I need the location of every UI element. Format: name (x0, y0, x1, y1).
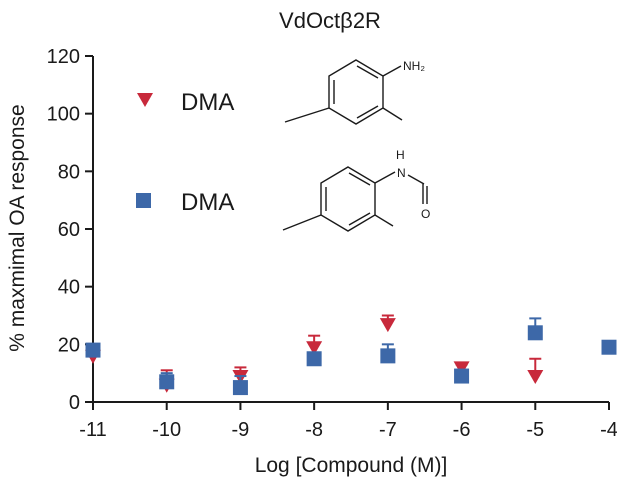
data-point-triangle (453, 361, 470, 376)
x-tick-label: -6 (453, 419, 471, 441)
y-tick-label: 100 (47, 104, 80, 126)
structure-formamidine: H N O (282, 148, 430, 232)
x-tick-label: -9 (232, 419, 250, 441)
amide-o-label: O (421, 207, 430, 221)
amide-ring-double-1 (348, 172, 371, 186)
amine-ring (328, 59, 384, 125)
amide-bond-methyl-para (282, 214, 322, 231)
legend-item-square: DMA (136, 189, 234, 216)
structure-dimethylaniline: NH₂ (284, 59, 425, 125)
y-tick-label: 0 (69, 392, 80, 414)
x-tick-label: -10 (152, 419, 181, 441)
series-square (85, 317, 617, 396)
x-tick-label: -4 (600, 419, 617, 441)
data-point-triangle (379, 318, 396, 333)
legend-item-triangle: DMA (137, 89, 234, 116)
data-point-square (306, 351, 322, 367)
x-tick-label: -5 (526, 419, 544, 441)
amide-n-label: N (397, 166, 406, 180)
amine-ring-double-2 (356, 105, 379, 119)
y-tick-label: 80 (58, 161, 80, 183)
legend: DMA DMA (136, 89, 234, 216)
amide-ring-double-2 (348, 212, 371, 226)
amide-bond-methyl-ortho (374, 214, 394, 227)
legend-label-square: DMA (181, 189, 234, 216)
amine-bond-methyl-para (284, 107, 330, 123)
y-tick-label: 120 (47, 46, 80, 68)
data-point-square (454, 368, 470, 384)
amine-bond-methyl-ortho (382, 107, 403, 121)
legend-marker-triangle (137, 93, 153, 107)
chart-title: VdOctβ2R (279, 8, 381, 33)
data-point-square (527, 325, 543, 341)
y-axis-title: % maxmimal OA response (6, 104, 29, 351)
x-axis-title: Log [Compound (M)] (255, 454, 448, 477)
amine-bond-n (382, 65, 402, 77)
amide-h-label: H (396, 148, 405, 162)
legend-marker-square (136, 193, 151, 208)
x-tick-label: -8 (305, 419, 323, 441)
data-point-square (380, 348, 396, 364)
x-tick-label: -11 (79, 419, 106, 441)
data-point-square (85, 342, 101, 358)
y-tick-label: 40 (58, 277, 80, 299)
data-point-triangle (527, 370, 544, 385)
legend-label-triangle: DMA (181, 89, 234, 116)
amide-bond-n (374, 171, 396, 184)
amide-bond-nc (407, 174, 425, 185)
y-tick-label: 20 (58, 334, 80, 356)
tick-labels: 0 20 40 60 80 100 120 -11 -10 -9 -8 -7 -6 -5 -4 (47, 46, 617, 441)
x-tick-label: -7 (379, 419, 397, 441)
amine-ring-double-1 (356, 65, 379, 79)
data-point-square (601, 339, 617, 355)
data-point-triangle (306, 341, 323, 356)
y-tick-label: 60 (58, 219, 80, 241)
data-point-square (232, 380, 248, 396)
amine-label: NH₂ (403, 59, 425, 73)
ticks (85, 55, 610, 410)
series-layer (85, 314, 617, 396)
amide-ring (320, 166, 376, 232)
data-point-square (159, 374, 175, 390)
